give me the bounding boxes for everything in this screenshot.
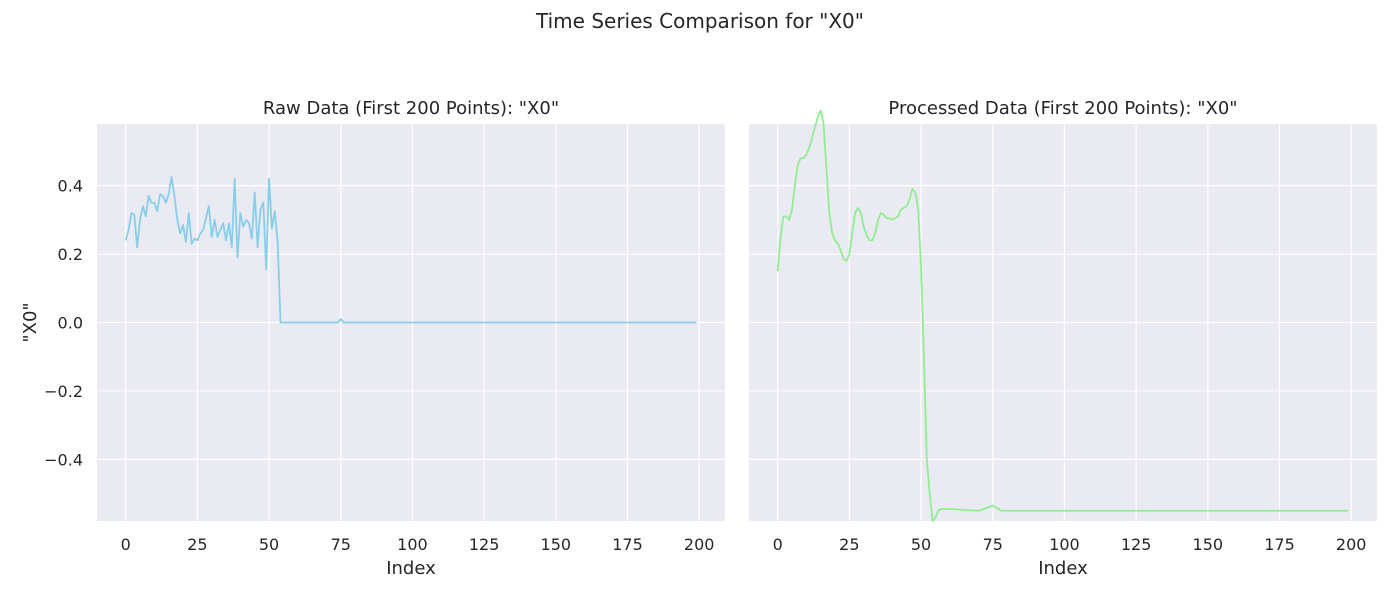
processed-series <box>776 109 1349 522</box>
raw-y-tick-label: −0.2 <box>44 382 83 401</box>
processed-x-tick-label: 75 <box>983 535 1003 554</box>
processed-x-tick-label: 25 <box>839 535 859 554</box>
raw-tick-labels: 0 25 50 75 100 125 150 175 200 −0.4 −0.2 0.0 0.2 0.4 <box>44 177 714 554</box>
raw-x-tick-label: 175 <box>612 535 643 554</box>
raw-x-tick-label: 150 <box>541 535 572 554</box>
raw-y-tick-label: 0.2 <box>58 245 83 264</box>
raw-y-axis-label: "X0" <box>20 302 41 342</box>
raw-y-tick-label: 0.0 <box>58 314 83 333</box>
raw-y-tick-label: 0.4 <box>58 177 83 196</box>
figure-title: Time Series Comparison for "X0" <box>535 9 864 33</box>
raw-series <box>124 176 697 324</box>
raw-panel-title: Raw Data (First 200 Points): "X0" <box>263 98 559 119</box>
raw-x-tick-label: 0 <box>121 535 131 554</box>
processed-x-tick-label: 50 <box>911 535 931 554</box>
raw-y-tick-label: −0.4 <box>44 450 83 469</box>
processed-x-tick-label: 150 <box>1193 535 1224 554</box>
raw-x-tick-label: 50 <box>259 535 279 554</box>
processed-data-panel: 0 25 50 75 100 125 150 175 200 Processed Data (F… <box>749 98 1377 579</box>
processed-x-tick-label: 0 <box>773 535 783 554</box>
raw-x-tick-label: 200 <box>684 535 715 554</box>
raw-data-panel: 0 25 50 75 100 125 150 175 200−0.4−0.20.00.20.4 … <box>20 98 725 579</box>
processed-x-axis-label: Index <box>1038 558 1088 579</box>
raw-x-tick-label: 25 <box>187 535 207 554</box>
processed-series-line <box>776 109 1349 522</box>
processed-tick-labels: 0 25 50 75 100 125 150 175 200 <box>773 535 1367 554</box>
processed-x-tick-label: 125 <box>1121 535 1152 554</box>
processed-x-tick-label: 200 <box>1336 535 1367 554</box>
raw-x-tick-label: 100 <box>397 535 428 554</box>
processed-panel-title: Processed Data (First 200 Points): "X0" <box>888 98 1237 119</box>
processed-x-tick-label: 175 <box>1264 535 1295 554</box>
raw-x-tick-label: 75 <box>331 535 351 554</box>
raw-x-tick-label: 125 <box>469 535 500 554</box>
raw-series-line <box>124 176 697 324</box>
raw-x-axis-label: Index <box>386 558 436 579</box>
processed-grid <box>749 124 1377 521</box>
processed-x-tick-label: 100 <box>1049 535 1080 554</box>
